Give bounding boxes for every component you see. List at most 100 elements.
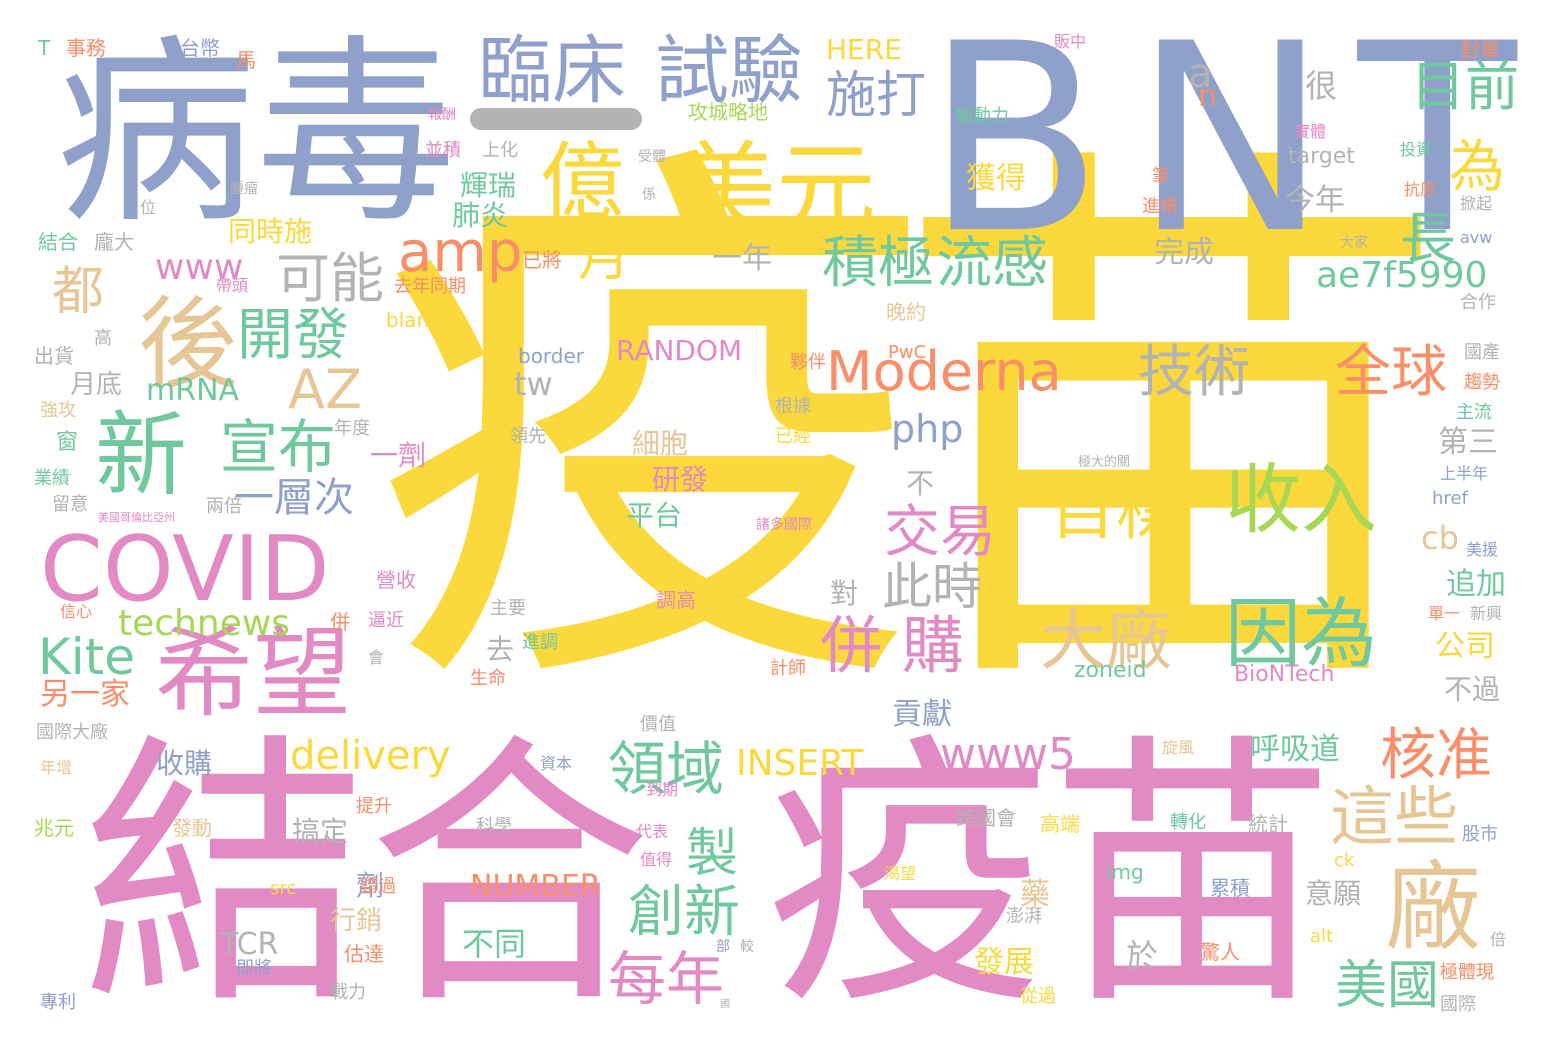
word-guo: 國 <box>720 999 730 1010</box>
word-muqian: 目前 <box>1411 55 1519 118</box>
word-qianggong: 強攻 <box>40 400 76 421</box>
word-taibi: 台幣 <box>180 36 220 60</box>
word-ziben: 資本 <box>540 754 573 773</box>
word-jiji: 積極 <box>822 231 934 296</box>
word-delivery: delivery <box>290 733 451 779</box>
word-quanqiu: 全球 <box>1335 340 1447 405</box>
word-gongcheng: 攻城略地 <box>688 100 768 124</box>
word-hou: 後 <box>138 286 238 403</box>
word-huode: 獲得 <box>966 161 1026 196</box>
word-jingren: 驚人 <box>1200 940 1240 964</box>
word-juyi: 諸多國際 <box>756 517 812 533</box>
word-touzi: 投資 <box>1400 140 1433 159</box>
word-ri: 部 <box>716 939 730 955</box>
word-yingban: 夥伴 <box>790 352 826 373</box>
word-yijing: 已經 <box>775 426 811 447</box>
word-meiyuan2: 美援 <box>1466 540 1499 559</box>
word-yanfa: 研發 <box>652 463 709 496</box>
word-pangda: 龐大 <box>94 230 134 254</box>
word-mrna: mRNA <box>146 373 240 408</box>
word-gaoduan: 搞定 <box>292 815 349 848</box>
word-hezhun: 核准 <box>1380 723 1492 788</box>
word-cb: cb <box>1421 519 1459 557</box>
word-jiao: 較 <box>740 939 754 955</box>
word-border: border <box>518 344 585 368</box>
word-keneng: 可能 <box>276 247 384 310</box>
word-ma: 馬 <box>236 48 256 72</box>
word-tcr: TCR <box>220 927 279 962</box>
word-jidade: 極大的關 <box>1078 455 1131 470</box>
word-gaoduan2: 高端 <box>1040 812 1080 836</box>
word-az: AZ <box>288 358 362 421</box>
word-bu: 不 <box>906 467 935 500</box>
word-ck: ck <box>1334 850 1355 871</box>
word-jinzhang: 進帳 <box>1142 196 1178 217</box>
word-qu: 去 <box>486 633 515 666</box>
word-shiwu: 事務 <box>66 36 106 60</box>
word-insert: INSERT <box>736 743 864 784</box>
word-lingyijia: 另一家 <box>40 677 130 712</box>
word-guda: 估達 <box>344 942 384 966</box>
word-xibao: 細胞 <box>632 427 689 460</box>
word-fadong: 發動 <box>172 816 212 840</box>
word-here: HERE <box>826 33 902 66</box>
word-baochou: 報酬 <box>428 107 456 123</box>
word-dui: 對 <box>830 577 859 610</box>
word-dou: 都 <box>52 262 105 322</box>
word-yinwei: 因為 <box>1225 589 1377 678</box>
word-xinxin: 信心 <box>60 602 93 621</box>
word-tw: tw <box>514 365 553 403</box>
word-wei: 為 <box>1449 135 1505 200</box>
word-gao: 高 <box>94 328 112 349</box>
word-zhuanli: 專利 <box>40 992 76 1013</box>
word-jiaoyi: 交易 <box>884 500 996 565</box>
word-jiti: 極體現 <box>1440 962 1494 983</box>
word-yingshou: 營收 <box>376 568 416 592</box>
word-jijiang: 即將 <box>236 958 272 979</box>
word-tiaogao: 調高 <box>656 588 696 612</box>
word-zhuanhua: 轉化 <box>1170 812 1206 833</box>
word-biontech: BioNTech <box>1234 662 1335 687</box>
word-pengpai: 澎湃 <box>1006 906 1042 927</box>
word-lingxian: 領先 <box>510 426 546 447</box>
word-shouru: 收入 <box>1225 455 1377 544</box>
word-shiyan: 試驗 <box>655 28 803 114</box>
word-kewang: 渴望 <box>884 864 917 883</box>
word-moderna: Moderna <box>826 340 1062 403</box>
word-xuanbu: 宣布 <box>220 413 337 481</box>
word-kexue: 科學 <box>476 816 512 837</box>
word-butong: 不同 <box>462 925 527 963</box>
word-random: RANDOM <box>616 334 743 367</box>
word-yu: 於 <box>1126 937 1159 975</box>
word-xingxiao: 行銷 <box>330 906 383 936</box>
word-meiyuan: 美元 <box>676 131 876 248</box>
word-chuangxin: 創新 <box>628 880 740 945</box>
word-bijin: 逼近 <box>368 610 404 631</box>
word-xi: 係 <box>642 187 656 203</box>
word-bingji: 並積 <box>425 140 461 161</box>
word-bingdu: 病毒 <box>56 18 457 251</box>
word-qushi: 趨勢 <box>1464 372 1500 393</box>
word-alt: alt <box>1310 926 1334 947</box>
word-leiji: 累積 <box>1210 876 1250 900</box>
word-chuang: 窗 <box>56 430 79 455</box>
word-xianqi: 掀起 <box>1460 194 1493 213</box>
word-avw: avw <box>1460 228 1493 247</box>
word-zhang: 長 <box>1400 207 1456 272</box>
word-pingtai: 平台 <box>626 499 683 532</box>
word-zhuliu: 主流 <box>1456 402 1492 423</box>
word-fazhan: 發展 <box>974 945 1034 980</box>
word-tongshi: 同時施 <box>228 215 313 248</box>
word-jinnian: 今年 <box>1285 183 1345 218</box>
word-number: NUMBER <box>470 869 601 904</box>
word-img: img <box>1106 860 1144 884</box>
word-shouti: 受體 <box>638 149 666 165</box>
word-fanzhong: 販中 <box>1054 32 1087 51</box>
word-buguo: 不過 <box>1444 673 1501 706</box>
gray-bar-shape <box>470 108 642 130</box>
word-cuoguo: 錯過 <box>360 876 396 897</box>
word-guoji-dachang: 國際大廠 <box>36 722 108 743</box>
word-chuhuo: 出貨 <box>34 344 74 368</box>
word-jiehe: 結合 <box>82 711 652 1043</box>
